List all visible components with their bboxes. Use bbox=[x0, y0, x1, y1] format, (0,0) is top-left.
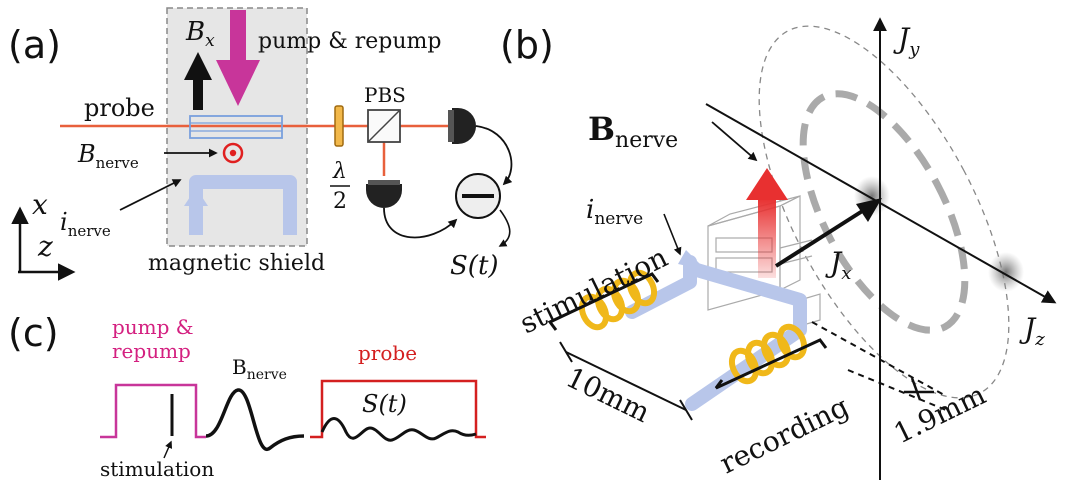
stimulation-label-c: stimulation bbox=[100, 457, 214, 481]
panel-c: (c) pump & repump stimulation Bnerve pro… bbox=[8, 311, 486, 481]
precession-orbit bbox=[799, 90, 969, 334]
jz-axis bbox=[705, 103, 1057, 304]
lambda-denominator: 2 bbox=[333, 189, 347, 214]
bnerve-label-b: Bnerve bbox=[588, 110, 678, 153]
probe-label-c: probe bbox=[358, 341, 417, 365]
dim-19mm-line-1 bbox=[811, 321, 947, 397]
probe-pulse bbox=[310, 379, 486, 439]
bnerve-arrow-head bbox=[746, 168, 788, 200]
signal-label-c: S(t) bbox=[362, 390, 407, 418]
bnerve-arrow-shaft bbox=[758, 198, 776, 278]
dim-10mm-line bbox=[565, 351, 687, 411]
signal-label-a: S(t) bbox=[450, 251, 499, 281]
signal-waveform bbox=[320, 417, 477, 442]
detector-1-icon bbox=[452, 108, 476, 144]
pbs-label: PBS bbox=[364, 83, 406, 107]
recording-bracket bbox=[714, 338, 828, 390]
dim-10mm-label: 10mm bbox=[561, 361, 655, 430]
pump-repump-label-c-2: repump bbox=[112, 339, 191, 363]
axis-x-label: x bbox=[32, 188, 48, 221]
pump-pulse bbox=[100, 383, 206, 439]
dim-19mm-label: 1.9mm bbox=[889, 378, 991, 450]
panel-a: (a) Bx pump & repump probe Bnerve inerve bbox=[8, 7, 513, 281]
bx-arrow-head bbox=[184, 52, 212, 80]
nerve-tube bbox=[683, 261, 807, 411]
recording-label: recording bbox=[715, 390, 854, 481]
bx-arrow-shaft bbox=[193, 78, 203, 110]
magnetic-shield-label: magnetic shield bbox=[148, 251, 325, 276]
pump-repump-label-c-1: pump & bbox=[112, 315, 194, 339]
panel-b-label: (b) bbox=[500, 23, 554, 67]
bnerve-waveform bbox=[205, 388, 305, 452]
bnerve-out-of-page-icon bbox=[222, 142, 244, 164]
panel-b: (b) Jy Jz bbox=[500, 17, 1057, 481]
stimulation-bracket bbox=[547, 272, 660, 331]
pump-arrow-shaft bbox=[230, 10, 246, 62]
axis-z-label: z bbox=[37, 230, 53, 263]
jx-arrow-shaft bbox=[774, 208, 866, 268]
panel-a-label: (a) bbox=[8, 23, 61, 67]
jx-label: Jx bbox=[825, 246, 851, 284]
half-wave-plate bbox=[334, 105, 344, 147]
bnerve-label-c: Bnerve bbox=[232, 355, 287, 383]
probe-label: probe bbox=[84, 94, 155, 122]
detector-2-icon bbox=[366, 184, 402, 208]
nerve-loop-a bbox=[189, 175, 297, 235]
vapor-cell bbox=[189, 115, 283, 139]
jx-arrow-head bbox=[856, 198, 882, 222]
bnerve-label-a: Bnerve bbox=[77, 140, 139, 172]
spin-blob-2 bbox=[988, 252, 1024, 292]
recording-coil-icon bbox=[728, 323, 808, 385]
sphere-outline bbox=[758, 25, 1010, 399]
pump-repump-label: pump & repump bbox=[258, 29, 442, 54]
jy-label: Jy bbox=[893, 22, 920, 60]
inerve-label-a: inerve bbox=[60, 208, 111, 240]
panel-c-label: (c) bbox=[8, 311, 59, 355]
pump-arrow-head bbox=[216, 60, 260, 106]
jz-label: Jz bbox=[1019, 312, 1045, 350]
bx-label: Bx bbox=[185, 17, 215, 51]
inerve-label-b: inerve bbox=[586, 195, 643, 229]
stimulation-coil-icon bbox=[578, 269, 658, 331]
dim-19mm-line-2 bbox=[847, 369, 947, 411]
lambda-numerator: λ bbox=[332, 159, 347, 184]
